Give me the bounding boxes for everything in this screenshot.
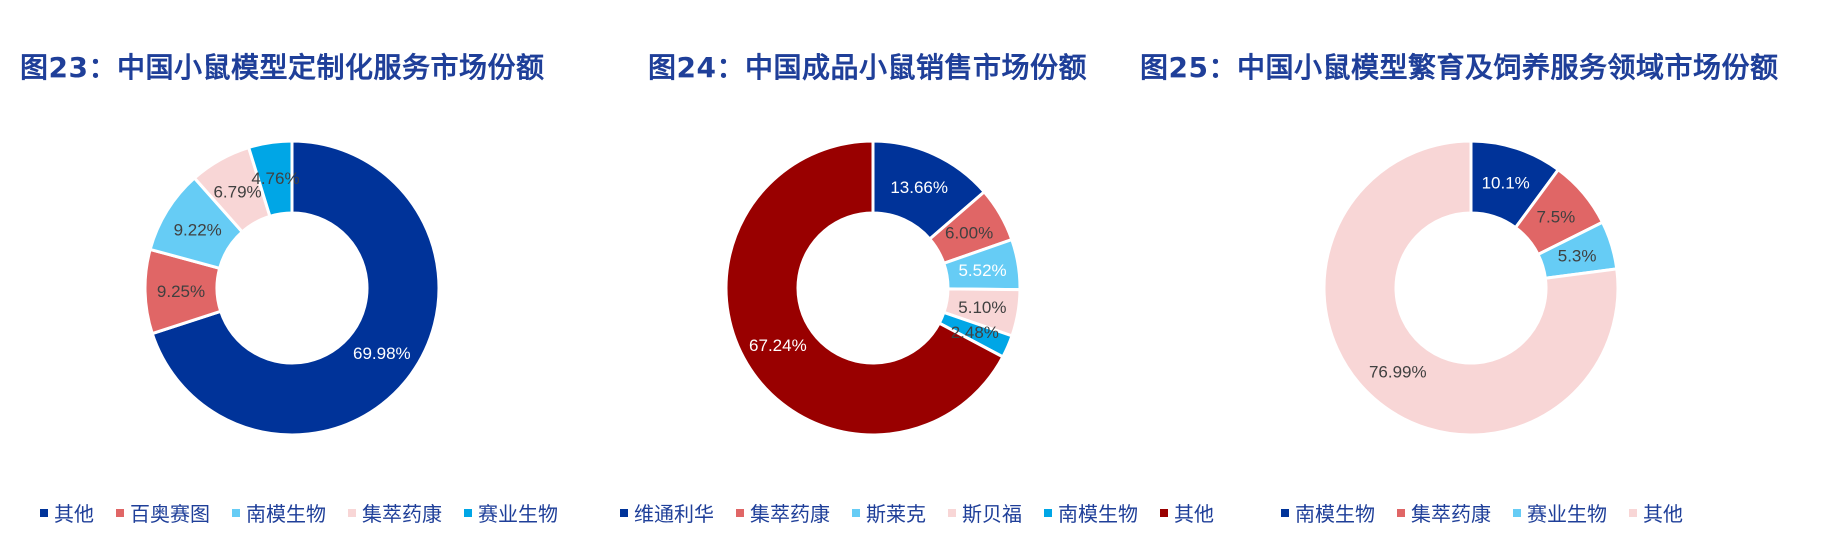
slice-label-0: 13.66%	[890, 178, 948, 197]
chart-legend: 南模生物 集萃药康 赛业生物 其他	[1281, 498, 1705, 527]
chart-legend: 维通利华 集萃药康 斯莱克 斯贝福 南模生物 其他	[620, 498, 1236, 527]
chart-panel-23: 图23：中国小鼠模型定制化服务市场份额 69.98% 9.25% 9.22% 6.79…	[0, 0, 620, 548]
slice-label-4: 2.48%	[951, 323, 999, 342]
legend-item: 南模生物	[232, 498, 326, 527]
legend-label: 其他	[1174, 502, 1214, 526]
legend-swatch	[736, 508, 744, 517]
legend-swatch	[1044, 508, 1052, 517]
chart-legend: 其他 百奥赛图 南模生物 集萃药康 赛业生物	[40, 498, 580, 527]
donut-chart: 69.98% 9.25% 9.22% 6.79%4.76%	[143, 139, 441, 437]
legend-item: 百奥赛图	[116, 498, 210, 527]
legend-swatch	[852, 508, 860, 517]
legend-item: 维通利华	[620, 498, 714, 527]
slice-label-1: 6.00%	[945, 223, 993, 242]
legend-item: 其他	[1160, 498, 1214, 527]
legend-swatch	[1160, 508, 1168, 517]
legend-swatch	[948, 508, 956, 517]
legend-label: 斯莱克	[866, 502, 926, 526]
slice-label-3: 5.10%	[958, 298, 1006, 317]
donut-slice-4	[246, 139, 294, 219]
legend-swatch	[348, 508, 356, 517]
legend-label: 赛业生物	[478, 502, 558, 526]
legend-swatch	[1513, 508, 1521, 517]
legend-label: 集萃药康	[1411, 502, 1491, 526]
donut-slice-0	[150, 139, 441, 437]
legend-label: 赛业生物	[1527, 502, 1607, 526]
slice-label-1: 9.25%	[157, 282, 205, 301]
legend-item: 斯莱克	[852, 498, 926, 527]
slice-label-0: 10.1%	[1482, 174, 1530, 193]
legend-swatch	[620, 508, 628, 517]
legend-item: 集萃药康	[736, 498, 830, 527]
legend-swatch	[1281, 508, 1289, 517]
donut-slice-3	[1322, 139, 1620, 437]
slice-label-2: 5.3%	[1558, 247, 1597, 266]
legend-item: 其他	[1629, 498, 1683, 527]
legend-swatch	[1629, 508, 1637, 517]
slice-label-4: 4.76%	[251, 169, 299, 188]
slice-label-5: 67.24%	[749, 336, 807, 355]
slice-label-3: 6.79%	[213, 182, 261, 201]
legend-label: 斯贝福	[962, 502, 1022, 526]
slice-label-2: 5.52%	[958, 261, 1006, 280]
legend-label: 南模生物	[1295, 502, 1375, 526]
legend-item: 集萃药康	[348, 498, 442, 527]
legend-swatch	[464, 508, 472, 517]
legend-label: 南模生物	[1058, 502, 1138, 526]
legend-label: 其他	[1643, 502, 1683, 526]
legend-item: 南模生物	[1281, 498, 1375, 527]
legend-label: 其他	[54, 502, 94, 526]
legend-label: 集萃药康	[750, 502, 830, 526]
chart-title: 图25：中国小鼠模型繁育及饲养服务领域市场份额	[1140, 51, 1779, 84]
legend-swatch	[232, 508, 240, 517]
donut-chart: 10.1% 7.5% 5.3% 76.99%	[1322, 139, 1620, 437]
legend-label: 维通利华	[634, 502, 714, 526]
chart-panel-25: 图25：中国小鼠模型繁育及饲养服务领域市场份额 10.1% 7.5% 5.3% 76.…	[1140, 0, 1822, 548]
legend-item: 赛业生物	[464, 498, 558, 527]
legend-item: 斯贝福	[948, 498, 1022, 527]
slice-label-1: 7.5%	[1537, 208, 1576, 227]
chart-panel-24: 图24：中国成品小鼠销售市场份额 13.66% 6.00% 5.52% 5.10% 2.…	[620, 0, 1214, 548]
legend-item: 集萃药康	[1397, 498, 1491, 527]
legend-item: 赛业生物	[1513, 498, 1607, 527]
legend-item: 南模生物	[1044, 498, 1138, 527]
legend-swatch	[116, 508, 124, 517]
legend-swatch	[40, 508, 48, 517]
legend-item: 其他	[40, 498, 94, 527]
donut-chart: 13.66% 6.00% 5.52% 5.10% 2.48% 67.24%	[724, 139, 1022, 437]
legend-swatch	[1397, 508, 1405, 517]
chart-title: 图23：中国小鼠模型定制化服务市场份额	[20, 51, 545, 84]
donut-slice-5	[724, 139, 1005, 437]
legend-label: 南模生物	[246, 502, 326, 526]
legend-label: 集萃药康	[362, 502, 442, 526]
slice-label-3: 76.99%	[1369, 362, 1427, 381]
chart-title: 图24：中国成品小鼠销售市场份额	[648, 51, 1087, 84]
slice-label-0: 69.98%	[353, 344, 411, 363]
legend-label: 百奥赛图	[130, 502, 210, 526]
slice-label-2: 9.22%	[174, 220, 222, 239]
